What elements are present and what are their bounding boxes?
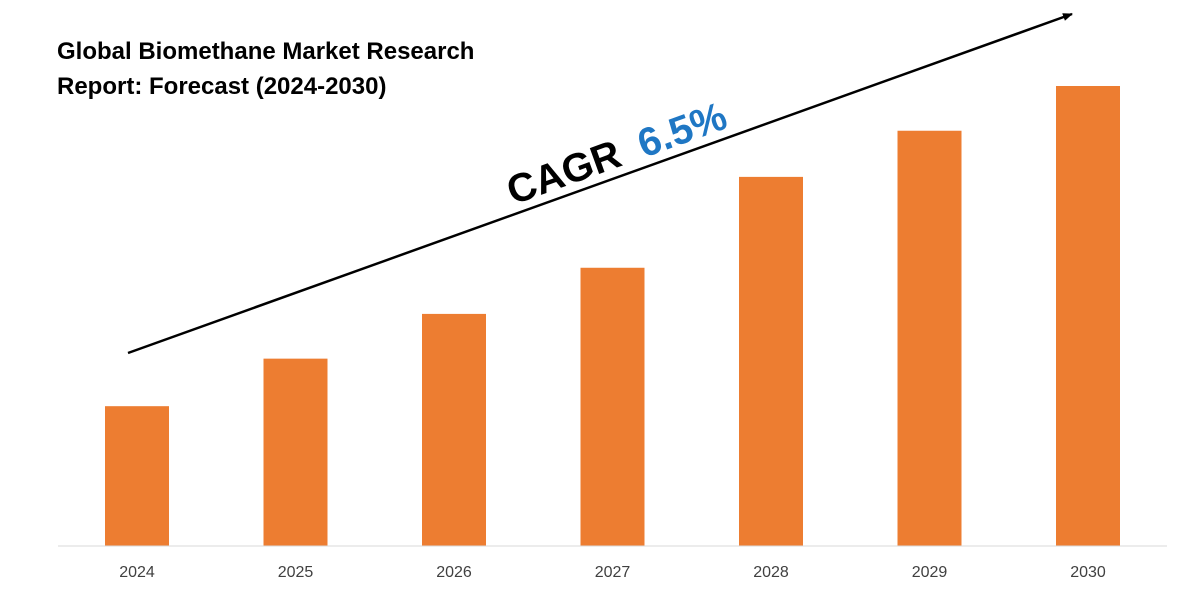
x-tick-label-2026: 2026 — [436, 564, 472, 581]
cagr-label: CAGR — [501, 132, 627, 213]
bar-2027 — [580, 267, 645, 546]
chart-title-line-1: Global Biomethane Market Research — [57, 38, 474, 65]
trend-arrow — [127, 12, 1073, 355]
x-tick-label-2025: 2025 — [278, 564, 314, 581]
x-tick-label-2027: 2027 — [595, 564, 631, 581]
bar-2024 — [105, 406, 169, 546]
x-tick-labels: 2024 2025 2026 2027 2028 2029 2030 — [119, 564, 1106, 581]
cagr-annotation: CAGR 6.5% — [501, 94, 732, 213]
cagr-value: 6.5% — [632, 94, 733, 166]
x-tick-label-2024: 2024 — [119, 564, 155, 581]
chart-title-line-2: Report: Forecast (2024-2030) — [57, 73, 386, 100]
bar-2030 — [1056, 86, 1120, 546]
bar-2025 — [263, 358, 328, 546]
x-tick-label-2028: 2028 — [753, 564, 789, 581]
bar-2029 — [897, 130, 962, 546]
x-tick-label-2029: 2029 — [912, 564, 948, 581]
bars-group — [105, 86, 1120, 546]
bar-2028 — [739, 176, 803, 546]
bar-2026 — [422, 313, 486, 546]
x-tick-label-2030: 2030 — [1070, 564, 1106, 581]
